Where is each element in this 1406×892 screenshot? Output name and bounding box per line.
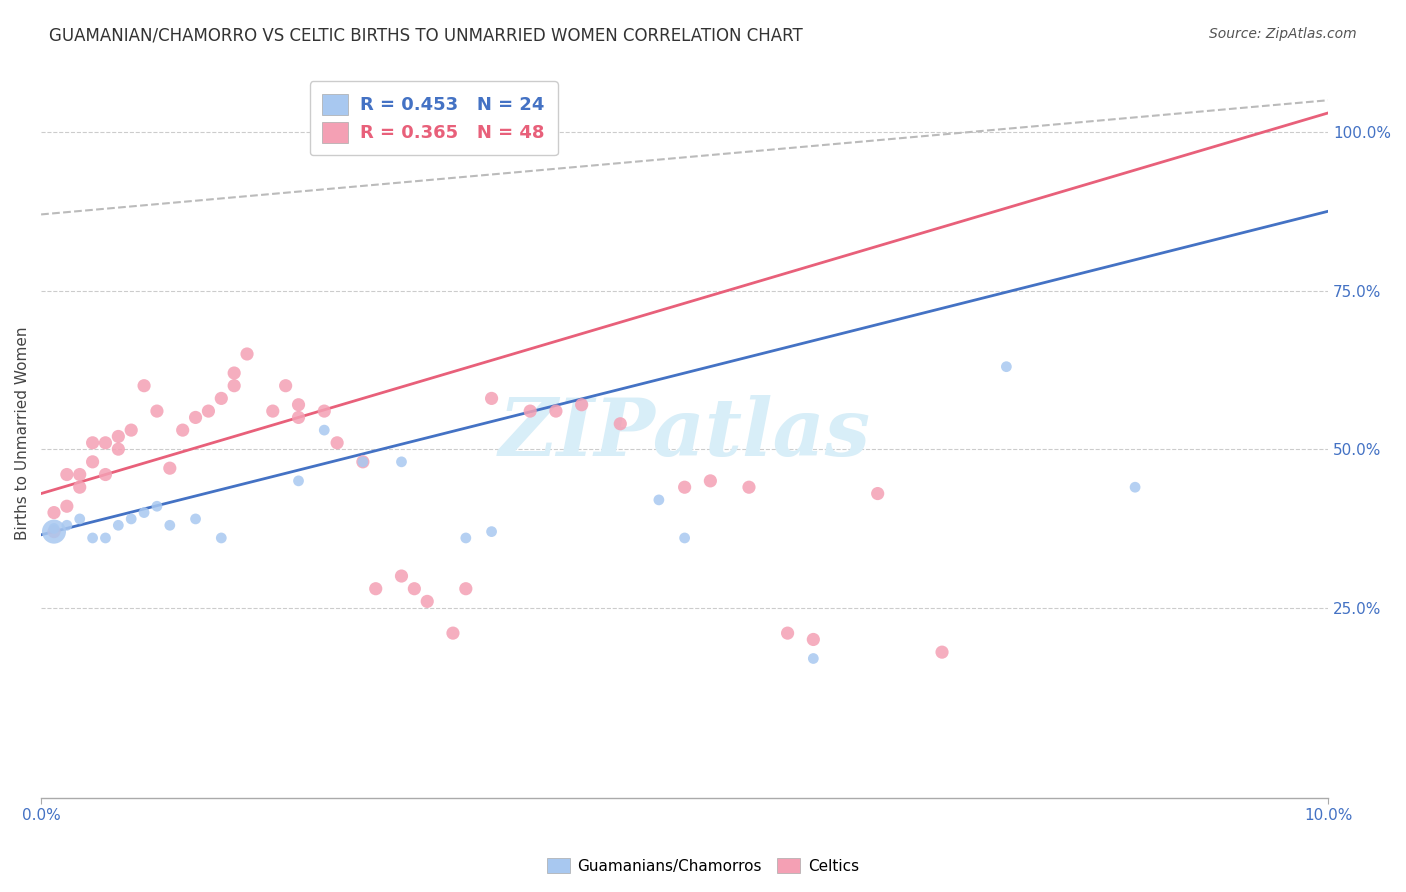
Point	[391, 455, 413, 469]
Point	[159, 518, 181, 533]
Point	[314, 404, 336, 418]
Point	[314, 423, 336, 437]
Point	[107, 429, 129, 443]
Point	[56, 500, 79, 514]
Point	[609, 417, 631, 431]
Point	[197, 404, 219, 418]
Point	[454, 531, 477, 545]
Point	[287, 410, 309, 425]
Point	[352, 455, 374, 469]
Point	[146, 404, 169, 418]
Point	[184, 512, 207, 526]
Point	[391, 569, 413, 583]
Text: Source: ZipAtlas.com: Source: ZipAtlas.com	[1209, 27, 1357, 41]
Point	[673, 480, 696, 494]
Point	[120, 423, 142, 437]
Point	[801, 651, 824, 665]
Y-axis label: Births to Unmarried Women: Births to Unmarried Women	[15, 326, 30, 540]
Point	[673, 531, 696, 545]
Point	[42, 506, 65, 520]
Point	[56, 518, 79, 533]
Point	[94, 531, 117, 545]
Point	[69, 480, 91, 494]
Point	[1123, 480, 1146, 494]
Point	[172, 423, 194, 437]
Point	[519, 404, 541, 418]
Point	[94, 467, 117, 482]
Point	[544, 404, 567, 418]
Point	[42, 524, 65, 539]
Point	[364, 582, 387, 596]
Point	[481, 524, 503, 539]
Point	[82, 455, 104, 469]
Text: ZIPatlas: ZIPatlas	[499, 394, 870, 472]
Legend: R = 0.453   N = 24, R = 0.365   N = 48: R = 0.453 N = 24, R = 0.365 N = 48	[309, 81, 558, 155]
Point	[42, 524, 65, 539]
Point	[82, 435, 104, 450]
Point	[107, 518, 129, 533]
Point	[352, 455, 374, 469]
Text: GUAMANIAN/CHAMORRO VS CELTIC BIRTHS TO UNMARRIED WOMEN CORRELATION CHART: GUAMANIAN/CHAMORRO VS CELTIC BIRTHS TO U…	[49, 27, 803, 45]
Point	[82, 531, 104, 545]
Point	[236, 347, 259, 361]
Point	[146, 500, 169, 514]
Point	[866, 486, 889, 500]
Legend: Guamanians/Chamorros, Celtics: Guamanians/Chamorros, Celtics	[541, 852, 865, 880]
Point	[42, 521, 65, 535]
Point	[326, 435, 349, 450]
Point	[776, 626, 799, 640]
Point	[801, 632, 824, 647]
Point	[56, 467, 79, 482]
Point	[209, 531, 232, 545]
Point	[454, 582, 477, 596]
Point	[209, 392, 232, 406]
Point	[404, 582, 426, 596]
Point	[931, 645, 953, 659]
Point	[481, 392, 503, 406]
Point	[441, 626, 464, 640]
Point	[416, 594, 439, 608]
Point	[262, 404, 284, 418]
Point	[159, 461, 181, 475]
Point	[648, 492, 671, 507]
Point	[69, 467, 91, 482]
Point	[224, 366, 246, 380]
Point	[287, 398, 309, 412]
Point	[132, 378, 155, 392]
Point	[571, 398, 593, 412]
Point	[699, 474, 721, 488]
Point	[107, 442, 129, 457]
Point	[224, 378, 246, 392]
Point	[274, 378, 297, 392]
Point	[69, 512, 91, 526]
Point	[120, 512, 142, 526]
Point	[995, 359, 1018, 374]
Point	[738, 480, 761, 494]
Point	[132, 506, 155, 520]
Point	[287, 474, 309, 488]
Point	[184, 410, 207, 425]
Point	[94, 435, 117, 450]
